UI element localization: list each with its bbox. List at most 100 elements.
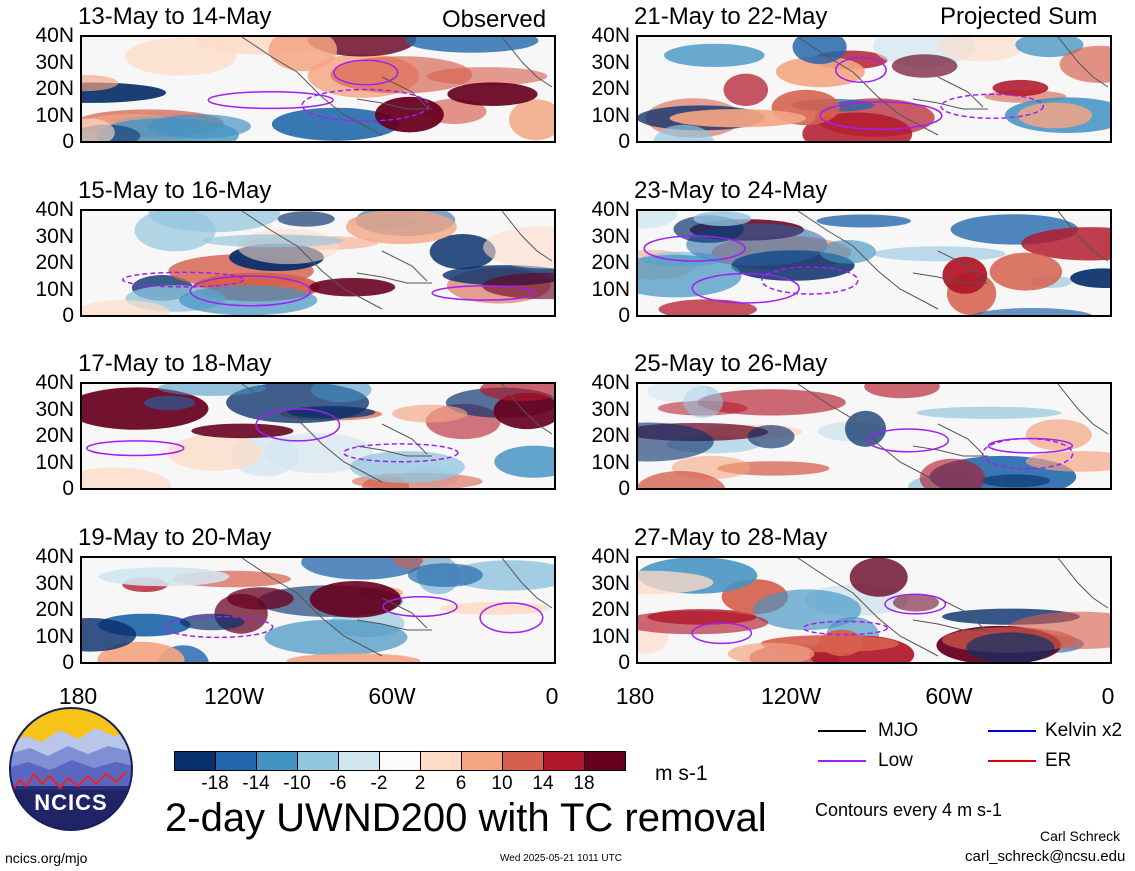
y-tick-label: 20N [591,598,630,621]
y-tick-label: 0 [62,130,74,153]
low-contour [342,443,459,463]
low-contour [981,437,1074,470]
anomaly-blob [664,43,765,67]
y-tick-label: 0 [62,304,74,327]
anomaly-blob [939,37,1023,62]
legend-low-label: Low [878,750,913,771]
uwnd-map-panel [636,209,1112,317]
y-tick-label: 0 [618,304,630,327]
anomaly-blob [268,37,337,72]
anomaly-blob [440,601,550,615]
anomaly-field [638,37,1110,141]
colorbar-label: -6 [329,773,347,794]
anomaly-blob [286,653,421,662]
low-contour [691,272,800,304]
anomaly-blob [125,37,237,76]
panel-title: 15-May to 16-May [78,177,272,204]
uwnd-map-panel [80,382,556,490]
anomaly-blob [144,395,196,411]
anomaly-blob [693,211,752,227]
anomaly-blob [148,114,251,139]
coastline [797,211,1109,310]
legend-low-line [818,760,866,762]
anomaly-blob [638,254,742,298]
panel-title: 19-May to 20-May [78,524,272,551]
low-contour [122,271,245,288]
colorbar-swatch [256,751,298,771]
low-contour [691,622,753,645]
x-tick-label: 0 [545,683,559,709]
low-contour [86,440,185,457]
colorbar-unit: m s-1 [655,762,708,785]
y-tick-label: 0 [618,130,630,153]
anomaly-blob [873,246,1006,262]
observed-label: Observed [442,6,547,33]
y-tick-label: 40N [35,198,74,221]
y-tick-label: 10N [591,624,630,648]
colorbar-label: 6 [455,773,467,794]
legend-mjo-line [818,730,866,732]
y-tick-label: 0 [618,477,630,500]
x-tick-label: 180 [615,683,655,709]
anomaly-blob [893,593,939,612]
anomaly-blob [483,226,554,269]
anomaly-blob [816,214,911,228]
anomaly-blob [792,37,847,64]
low-contour [884,593,947,615]
y-tick-label: 30N [35,50,74,74]
legend-er-line [988,760,1036,762]
colorbar-label: -2 [370,773,388,794]
legend-kelvin-line [988,730,1036,732]
x-tick-label: 60W [925,683,973,709]
anomaly-blob [271,107,400,141]
panel-title: 23-May to 24-May [634,177,828,204]
colorbar-label: 14 [532,773,554,794]
low-contour [382,596,458,618]
x-tick-label: 0 [1101,683,1115,709]
anomaly-blob [819,240,876,264]
anomaly-blob [82,467,172,488]
anomaly-blob [972,308,1093,315]
y-tick-label: 10N [35,624,74,648]
coastline [797,558,1109,657]
y-tick-label: 30N [591,571,630,595]
x-tick-label: 60W [368,683,416,709]
anomaly-blob [277,211,335,227]
anomaly-blob [942,256,988,294]
y-tick-label: 30N [35,397,74,421]
anomaly-blob [509,99,554,141]
x-tick-label: 120W [760,683,822,709]
anomaly-blob [134,211,216,252]
ncics-logo: NCICS [8,706,134,832]
logo-text: NCICS [34,790,108,815]
low-contour [189,275,312,307]
anomaly-blob [447,82,538,106]
anomaly-blob [727,642,815,662]
ncics-logo-icon [9,707,133,831]
low-contour [867,428,950,453]
y-tick-label: 20N [591,77,630,100]
anomaly-blob [992,79,1049,97]
coastline [797,37,1109,136]
anomaly-blob [638,611,769,635]
low-contour [819,101,943,131]
y-tick-label: 10N [35,103,74,127]
anomaly-blob [158,384,267,396]
anomaly-blob [669,109,807,128]
panel-title: 17-May to 18-May [78,350,272,377]
legend-er-label: ER [1045,750,1072,771]
colorbar-label: 18 [573,773,595,794]
colorbar-swatch [338,751,380,771]
anomaly-blob [1017,102,1093,129]
colorbar-swatch [174,751,216,771]
uwnd-map-panel [80,209,556,317]
y-tick-label: 40N [591,545,630,568]
y-tick-label: 40N [591,371,630,394]
anomaly-field [82,211,554,315]
anomaly-blob [286,406,376,419]
anomaly-field [638,558,1110,662]
y-tick-label: 40N [591,24,630,47]
anomaly-blob [845,410,886,447]
y-tick-label: 30N [591,50,630,74]
coastline [241,37,553,136]
